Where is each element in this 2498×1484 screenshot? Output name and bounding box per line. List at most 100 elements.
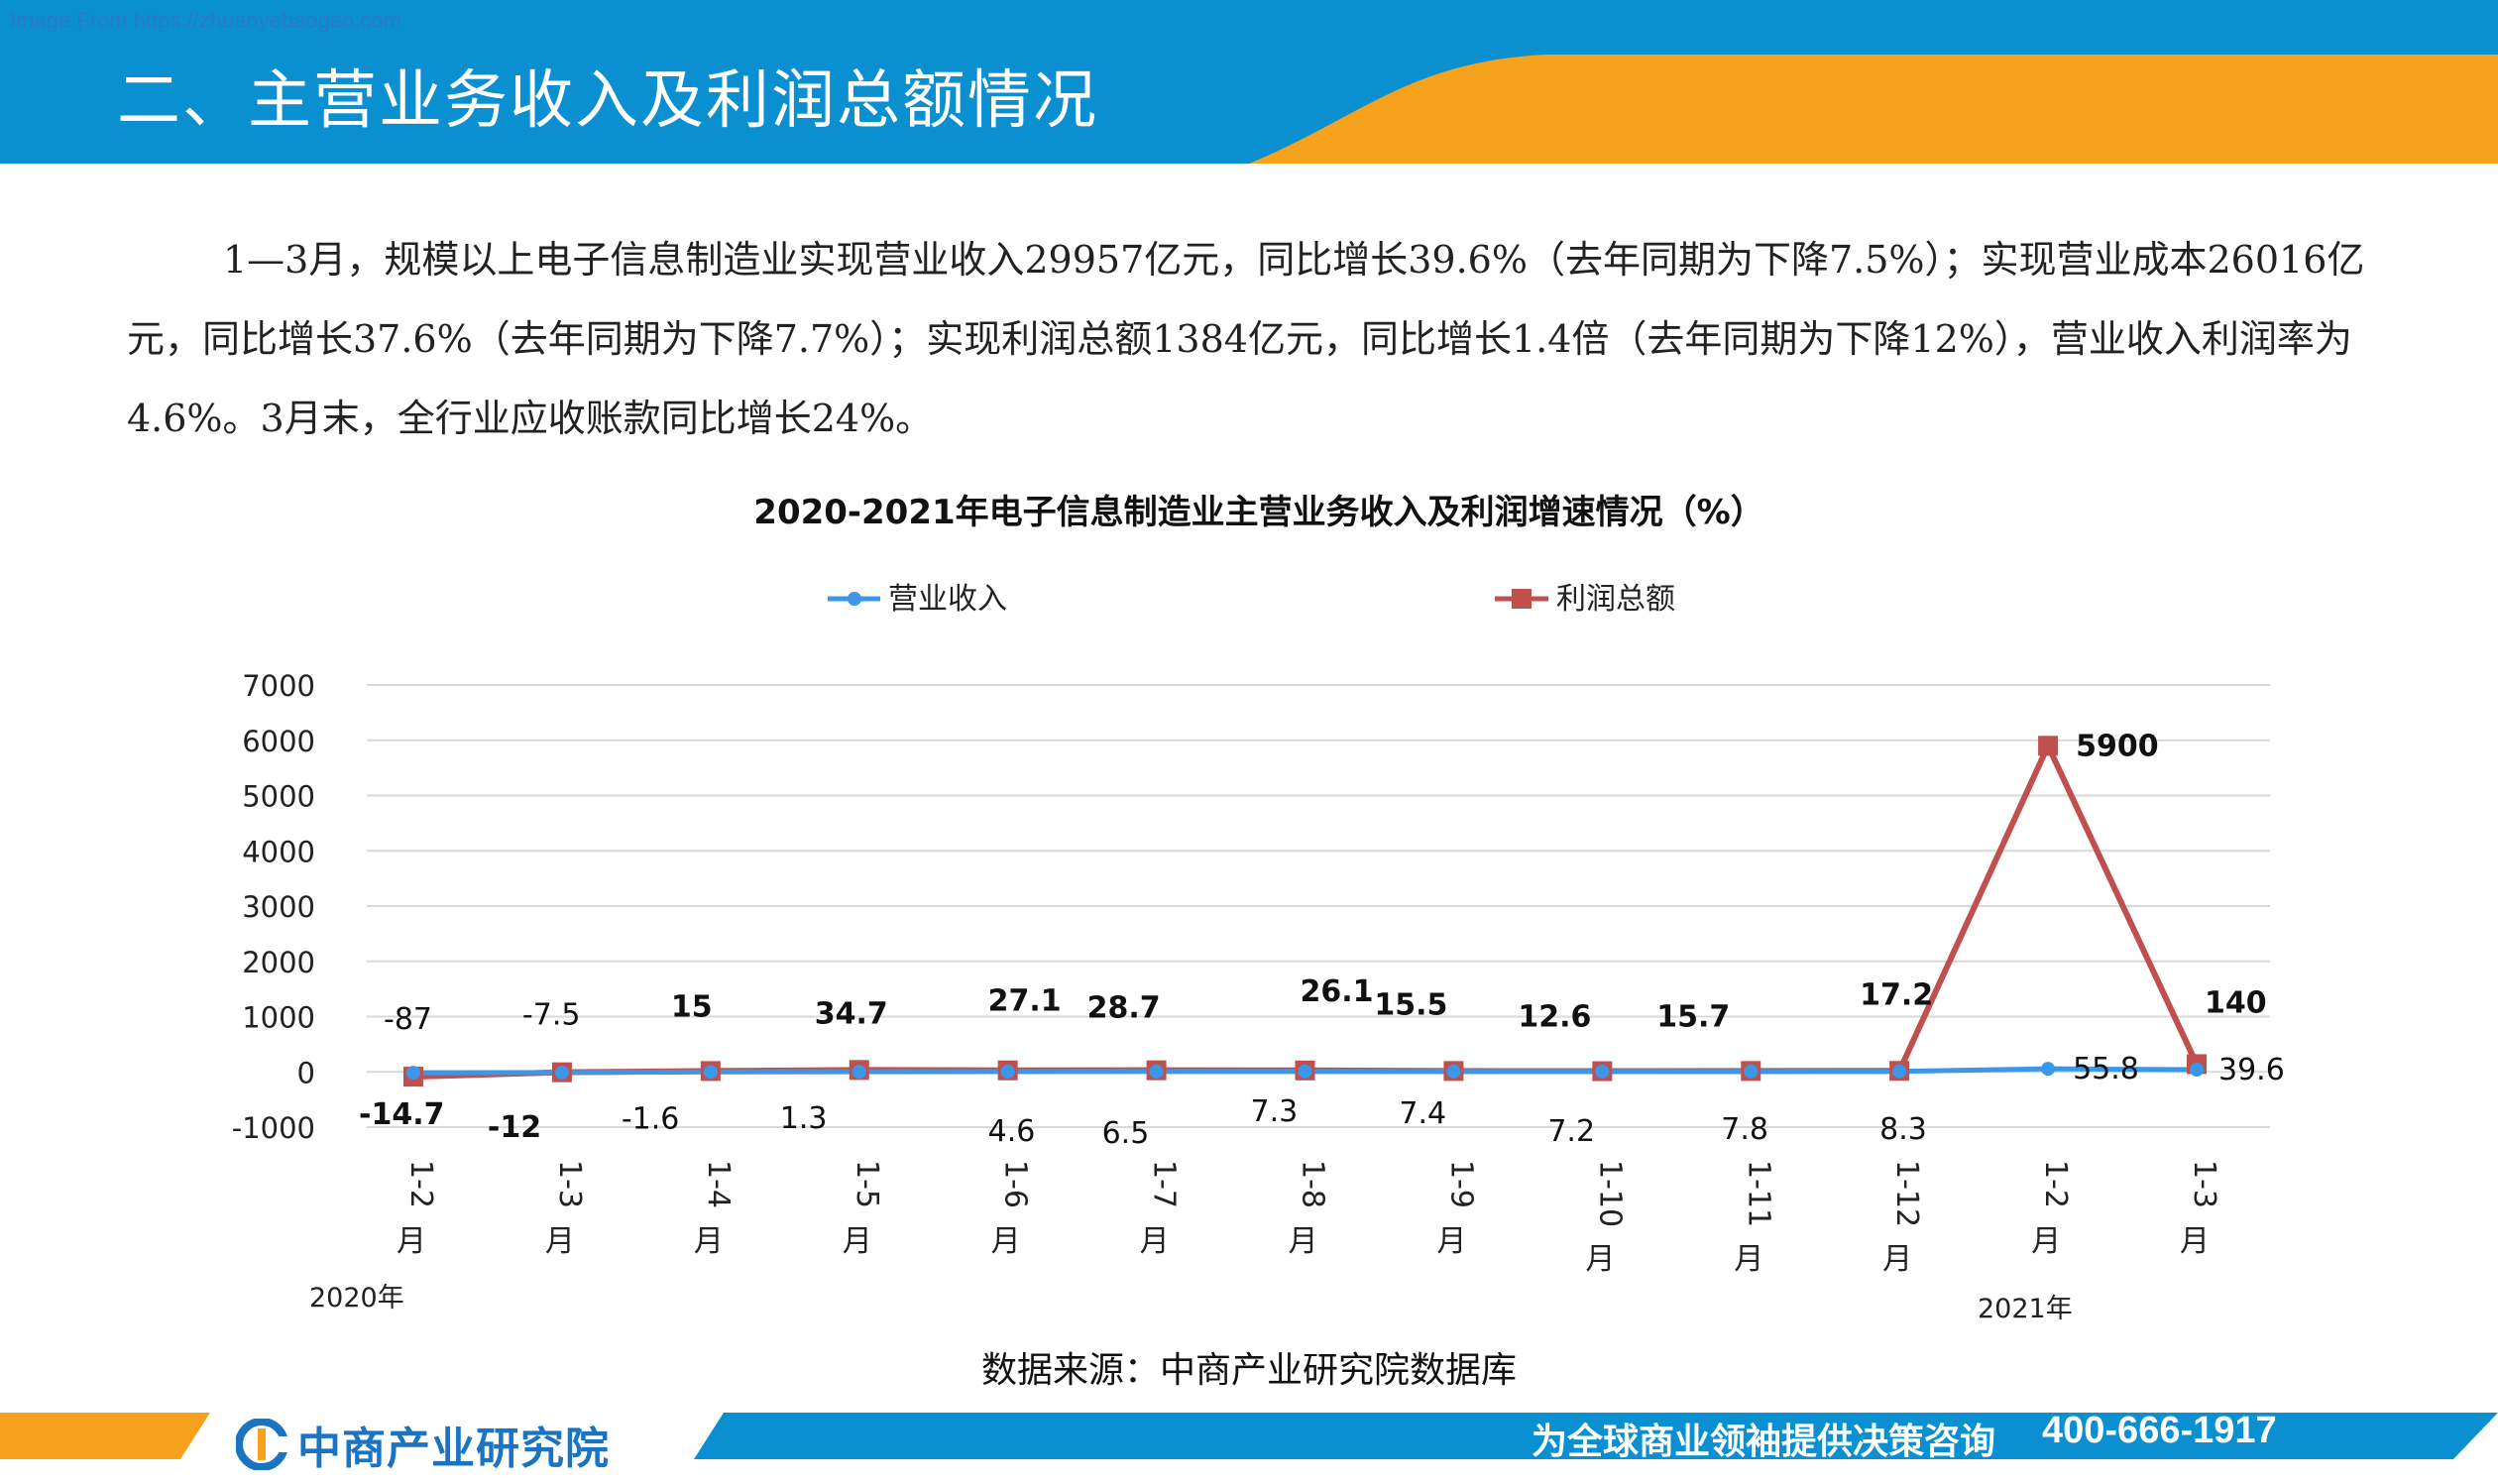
data-label-revenue: 6.5 — [1102, 1116, 1150, 1151]
chart-title: 2020-2021年电子信息制造业主营业务收入及利润增速情况（%） — [753, 493, 1763, 532]
y-tick-label: 6000 — [242, 725, 315, 758]
y-axis: 7000 6000 5000 4000 3000 2000 1000 0 -1000 — [232, 669, 315, 1145]
footer-bar — [0, 1408, 2498, 1484]
y-tick-label: 0 — [297, 1056, 315, 1089]
x-tick-label-month: 月 — [397, 1224, 426, 1259]
data-label-revenue: -12 — [488, 1110, 541, 1145]
legend-marker-profit — [1512, 589, 1532, 609]
x-tick-label: 1-8 — [1296, 1160, 1330, 1208]
marker-revenue — [1744, 1064, 1759, 1079]
marker-profit — [2038, 736, 2059, 756]
x-axis: 1-2 月 1-3 月 1-4 月 1-5 月 1-6 月 1-7 月 1-8 月 1-9 月 1-10 月 1-1… — [397, 1160, 2221, 1277]
brand-logo-icon — [236, 1419, 287, 1470]
x-tick-label-month: 月 — [1289, 1224, 1318, 1259]
x-tick-label: 1-2 — [2038, 1160, 2073, 1208]
data-label-profit: 15.5 — [1374, 987, 1447, 1022]
marker-revenue — [554, 1065, 569, 1080]
data-label-profit: 140 — [2205, 985, 2267, 1020]
marker-revenue — [406, 1066, 420, 1081]
data-label-revenue: 7.8 — [1721, 1112, 1768, 1147]
data-labels: -87 -7.5 15 34.7 27.1 28.7 26.1 15.5 12.6 15.7 17.… — [359, 729, 2285, 1151]
data-label-revenue: 7.3 — [1251, 1094, 1299, 1129]
data-label-profit: 15 — [671, 989, 713, 1024]
data-label-profit: 17.2 — [1860, 977, 1933, 1012]
marker-revenue — [1298, 1064, 1312, 1079]
x-tick-label-month: 月 — [1140, 1224, 1170, 1259]
x-tick-label-month: 月 — [1436, 1224, 1466, 1259]
marker-revenue — [852, 1065, 866, 1080]
year-label-2020: 2020年 — [309, 1283, 404, 1313]
y-tick-label: -1000 — [232, 1111, 315, 1145]
x-tick-label: 1-6 — [998, 1160, 1033, 1208]
marker-revenue — [2190, 1063, 2204, 1078]
x-tick-label: 1-5 — [850, 1160, 884, 1208]
chart-container: 2020-2021年电子信息制造业主营业务收入及利润增速情况（%） 营业收入 利… — [0, 476, 2498, 1408]
data-label-revenue: -14.7 — [359, 1097, 444, 1132]
x-tick-label: 1-12 — [1889, 1160, 1924, 1227]
data-label-revenue: 7.2 — [1547, 1114, 1595, 1149]
brand: 中商产业研究院 — [236, 1413, 610, 1476]
x-tick-label: 1-7 — [1147, 1160, 1182, 1208]
footer-background — [0, 1413, 2498, 1459]
data-label-revenue: 39.6 — [2218, 1053, 2285, 1087]
chart-legend: 营业收入 利润总额 — [828, 582, 1675, 617]
legend-label-profit: 利润总额 — [1556, 582, 1675, 617]
year-label-2021: 2021年 — [1978, 1294, 2073, 1324]
x-tick-label: 1-3 — [2187, 1160, 2221, 1208]
marker-revenue — [1446, 1064, 1461, 1079]
line-chart: 2020-2021年电子信息制造业主营业务收入及利润增速情况（%） 营业收入 利… — [232, 493, 2285, 1277]
data-label-profit: 5900 — [2076, 729, 2159, 763]
x-tick-label-month: 月 — [2180, 1224, 2210, 1259]
brand-name: 中商产业研究院 — [297, 1424, 610, 1474]
data-label-profit: 34.7 — [815, 996, 888, 1031]
image-source-note: Image From https://zhuanyebaogao.com — [10, 8, 401, 33]
x-tick-label-month: 月 — [2031, 1224, 2061, 1259]
x-tick-label-month: 月 — [843, 1224, 872, 1259]
y-tick-label: 4000 — [242, 835, 315, 868]
marker-revenue — [1595, 1064, 1610, 1079]
legend-marker-revenue — [848, 592, 861, 606]
x-tick-label: 1-10 — [1592, 1160, 1627, 1227]
data-label-revenue: -1.6 — [622, 1101, 680, 1136]
x-tick-label-month: 月 — [1882, 1242, 1912, 1277]
footer-phone: 400-666-1917 — [2042, 1410, 2277, 1451]
x-tick-label: 1-3 — [552, 1160, 587, 1208]
x-tick-label-month: 月 — [1585, 1242, 1615, 1277]
data-label-profit: 27.1 — [988, 984, 1062, 1019]
y-tick-label: 7000 — [242, 669, 315, 703]
x-tick-label: 1-11 — [1741, 1160, 1775, 1227]
data-label-revenue: 4.6 — [988, 1114, 1036, 1149]
x-tick-label-month: 月 — [694, 1224, 724, 1259]
x-tick-label-month: 月 — [991, 1224, 1021, 1259]
footer-slogan: 为全球商业领袖提供决策咨询 — [1532, 1422, 1996, 1462]
data-label-profit: 28.7 — [1087, 991, 1161, 1026]
data-source-note: 数据来源：中商产业研究院数据库 — [980, 1350, 1517, 1391]
marker-revenue — [2041, 1062, 2056, 1077]
header-banner: Image From https://zhuanyebaogao.com 二、主… — [0, 0, 2498, 164]
data-label-profit: 26.1 — [1301, 974, 1374, 1009]
header-background — [0, 0, 2498, 164]
x-tick-label-month: 月 — [1734, 1242, 1763, 1277]
marker-revenue — [1892, 1064, 1907, 1079]
x-tick-label: 1-2 — [403, 1160, 438, 1208]
data-label-revenue: 7.4 — [1399, 1096, 1446, 1131]
x-tick-label-month: 月 — [545, 1224, 575, 1259]
summary-paragraph: 1—3月，规模以上电子信息制造业实现营业收入29957亿元，同比增长39.6%（… — [127, 238, 2365, 440]
chart-series — [403, 736, 2207, 1087]
legend-label-revenue: 营业收入 — [888, 582, 1007, 617]
y-tick-label: 3000 — [242, 890, 315, 924]
data-label-profit: -7.5 — [522, 998, 581, 1033]
data-label-profit: -87 — [384, 1002, 432, 1037]
y-tick-label: 5000 — [242, 780, 315, 814]
x-tick-label: 1-9 — [1443, 1160, 1478, 1208]
data-label-revenue: 55.8 — [2073, 1052, 2139, 1086]
y-tick-label: 1000 — [242, 1001, 315, 1035]
marker-revenue — [703, 1065, 718, 1080]
x-tick-label: 1-4 — [701, 1160, 736, 1208]
marker-revenue — [1000, 1064, 1015, 1079]
marker-revenue — [1149, 1064, 1164, 1079]
page-title: 二、主营业务收入及利润总额情况 — [117, 64, 1098, 138]
data-label-profit: 15.7 — [1656, 999, 1730, 1034]
chart-grid — [367, 684, 2270, 1128]
data-label-revenue: 1.3 — [780, 1101, 828, 1136]
